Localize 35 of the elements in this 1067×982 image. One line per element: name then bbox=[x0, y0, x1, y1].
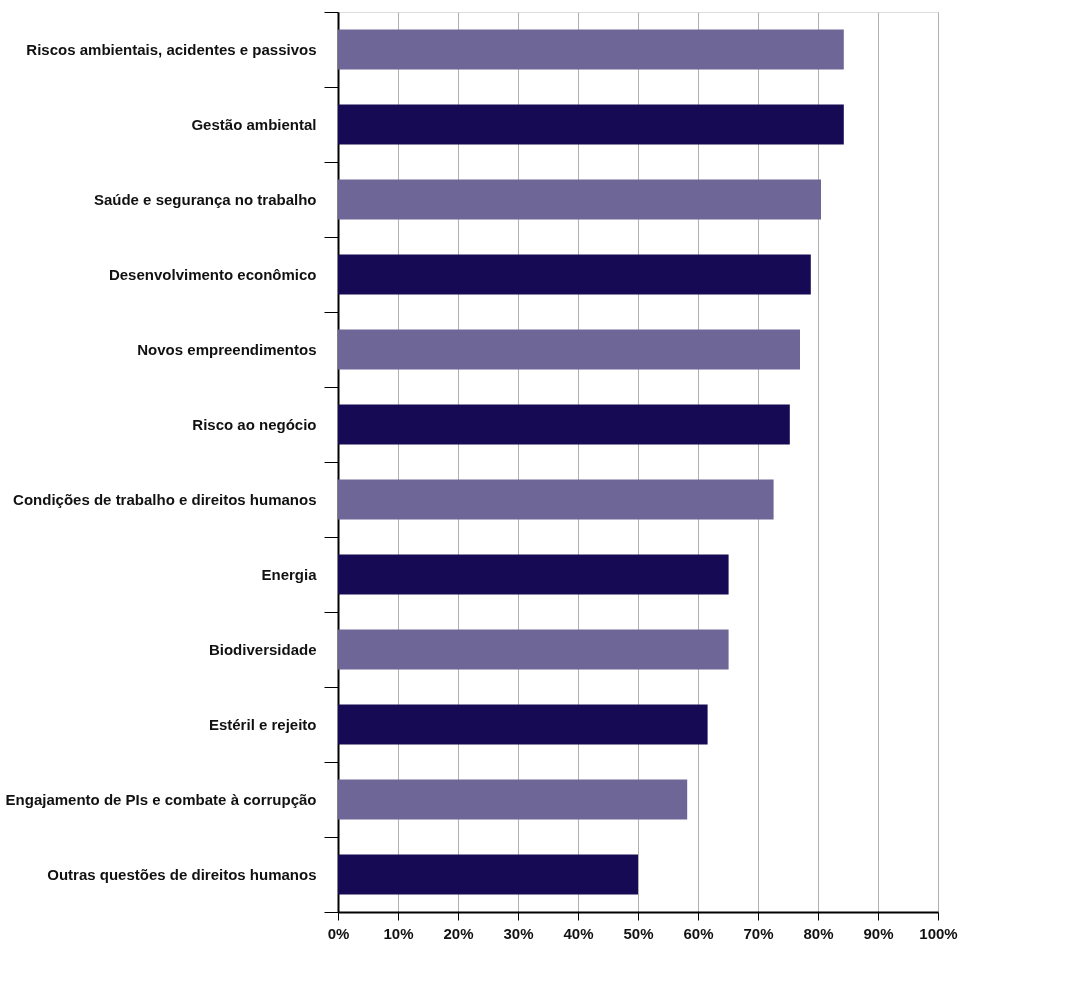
x-tick-label: 20% bbox=[443, 924, 474, 942]
y-tick-label: Riscos ambientais, acidentes e passivos bbox=[26, 41, 317, 58]
x-tick-label: 10% bbox=[383, 924, 414, 942]
y-tick-label: Energia bbox=[261, 566, 318, 583]
x-tick-label: 90% bbox=[863, 924, 894, 942]
y-tick-label: Risco ao negócio bbox=[192, 416, 317, 433]
x-tick-label: 80% bbox=[803, 924, 834, 942]
bar bbox=[338, 779, 688, 820]
bar bbox=[338, 29, 844, 70]
x-tick-label: 100% bbox=[919, 924, 958, 942]
bar bbox=[338, 629, 729, 670]
x-tick-label: 0% bbox=[327, 924, 350, 942]
x-tick-label: 50% bbox=[623, 924, 654, 942]
y-tick-label: Gestão ambiental bbox=[191, 116, 317, 133]
bar bbox=[338, 404, 790, 445]
bar bbox=[338, 554, 729, 595]
x-tick-label: 70% bbox=[743, 924, 774, 942]
bar bbox=[338, 179, 821, 220]
bar bbox=[338, 329, 800, 370]
bar bbox=[338, 104, 844, 145]
bar bbox=[338, 854, 638, 895]
x-tick-label: 30% bbox=[503, 924, 534, 942]
x-tick-label: 60% bbox=[683, 924, 714, 942]
y-tick-label: Engajamento de PIs e combate à corrupção bbox=[5, 791, 317, 808]
bar bbox=[338, 704, 708, 745]
y-tick-label: Desenvolvimento econômico bbox=[108, 266, 317, 283]
y-tick-label: Condições de trabalho e direitos humanos bbox=[13, 491, 317, 508]
x-tick-label: 40% bbox=[563, 924, 594, 942]
bar bbox=[338, 479, 774, 520]
bar bbox=[338, 254, 811, 295]
y-tick-label: Saúde e segurança no trabalho bbox=[93, 191, 317, 208]
y-tick-label: Estéril e rejeito bbox=[208, 716, 317, 733]
y-tick-label: Novos empreendimentos bbox=[137, 341, 317, 358]
y-tick-label: Biodiversidade bbox=[208, 641, 317, 658]
y-tick-label: Outras questões de direitos humanos bbox=[47, 866, 317, 883]
